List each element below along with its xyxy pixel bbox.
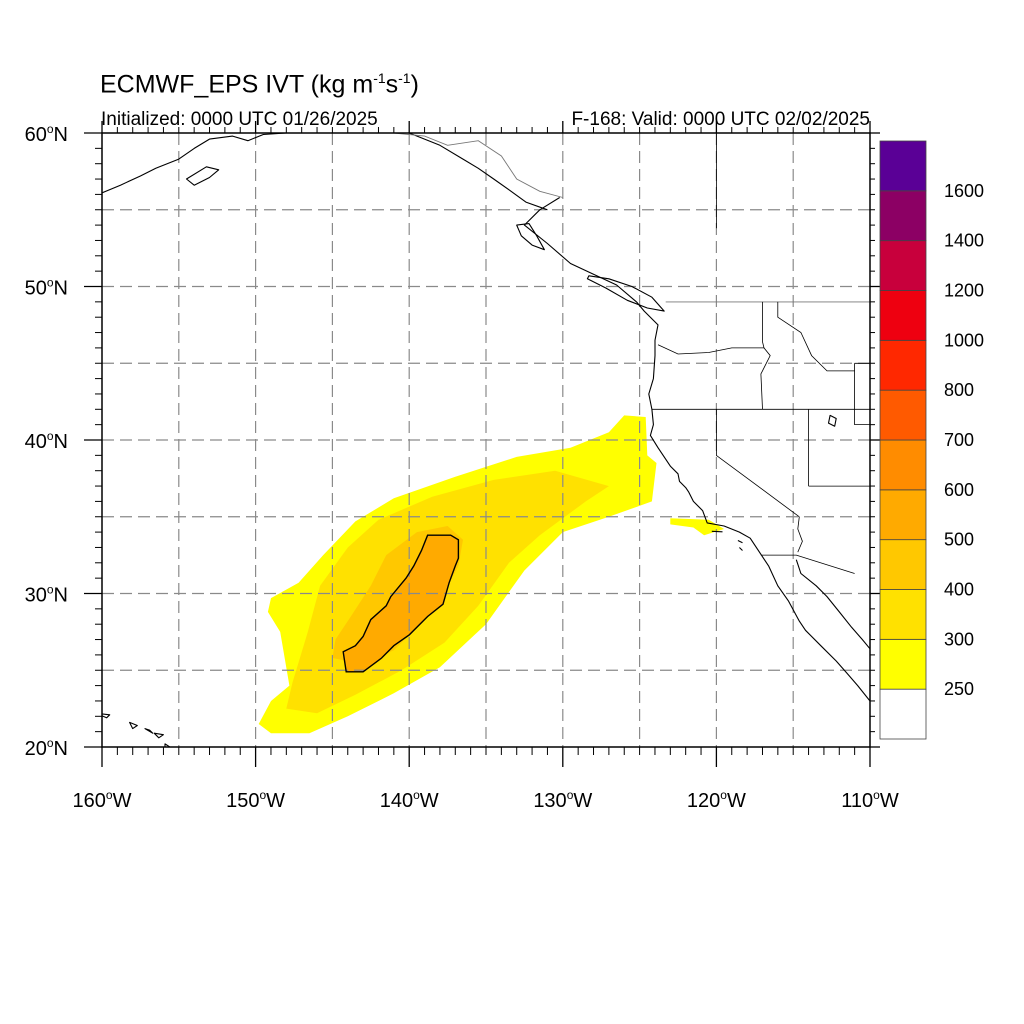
colorbar-label: 700 (944, 430, 974, 450)
colorbar-label: 600 (944, 480, 974, 500)
x-tick-label: 160oW (73, 788, 132, 812)
y-tick-label: 40oN (25, 429, 68, 453)
state-border (854, 362, 870, 426)
y-tick-label: 60oN (25, 122, 68, 146)
initialized-time: Initialized: 0000 UTC 01/26/2025 (101, 109, 378, 130)
colorbar-label: 1200 (944, 281, 984, 301)
state-border (797, 516, 803, 553)
state-border (760, 301, 771, 410)
state-border (777, 301, 855, 372)
colorbar-label: 400 (944, 580, 974, 600)
state-border (657, 344, 764, 355)
colorbar-box (879, 688, 927, 740)
west-coast-line (523, 197, 870, 702)
y-tick-label: 50oN (25, 276, 68, 300)
kodiak-island (185, 166, 220, 186)
graticule (102, 133, 870, 747)
ivt-field (258, 415, 725, 734)
ivt-500-600-area (343, 535, 459, 672)
hawaii-island (144, 728, 154, 734)
x-tick-label: 110oW (841, 788, 899, 812)
hawaii-island (129, 721, 138, 730)
colorbar-box (879, 589, 927, 640)
alaska-coastline (102, 133, 287, 194)
x-tick-label: 130oW (533, 788, 592, 812)
colorbar-box (879, 339, 927, 391)
map-title: ECMWF_EPS IVT (kg m-1s-1) (100, 70, 419, 99)
colorbar-box (879, 389, 927, 441)
colorbar-label: 250 (944, 679, 974, 699)
colorbar-box (879, 190, 927, 242)
colorbar-box (879, 240, 927, 291)
colorbar-box (879, 439, 927, 491)
channel-island (737, 540, 743, 544)
colorbar-box (879, 638, 927, 690)
ivt-contour (342, 534, 460, 673)
y-tick-label: 30oN (25, 583, 68, 607)
x-tick-label: 120oW (687, 788, 746, 812)
colorbar-box (879, 140, 927, 192)
colorbar-label: 1400 (944, 231, 984, 251)
valid-time: F-168: Valid: 0000 UTC 02/02/2025 (571, 109, 870, 130)
hawaii-island (153, 732, 164, 739)
channel-island (739, 547, 743, 551)
axis-ticks: 160oW 150oW 140oW 130oW 120oW 110oW 20oN 30oN 40… (25, 121, 899, 812)
colorbar-label: 500 (944, 530, 974, 550)
coastlines-and-borders (102, 133, 870, 747)
ivt-300-400-area (286, 470, 609, 714)
southeast-alaska-coast (408, 133, 548, 211)
colorbar-box (879, 290, 927, 341)
colorbar-label: 800 (944, 380, 974, 400)
ivt-250-300-area-coastal (670, 518, 725, 536)
colorbar-label: 1000 (944, 330, 984, 350)
channel-island (711, 530, 723, 533)
gulf-of-california-coast (795, 559, 870, 650)
colorbar-box (879, 489, 927, 541)
ivt-500-contour-line (342, 534, 460, 673)
vancouver-island (586, 275, 665, 312)
colorbar-box (879, 539, 927, 590)
state-border (760, 554, 855, 574)
alaska-canada-border (393, 133, 563, 198)
great-salt-lake (827, 414, 837, 427)
y-tick-label: 20oN (25, 736, 68, 760)
colorbar: 250 300 400 500 600 700 800 1000 1200 1400 1600 (879, 140, 984, 740)
hawaii-island (102, 713, 111, 719)
state-border (716, 409, 800, 518)
colorbar-label: 1600 (944, 181, 984, 201)
colorbar-label: 300 (944, 629, 974, 649)
x-tick-label: 150oW (226, 788, 285, 812)
x-tick-label: 140oW (380, 788, 439, 812)
haida-gwaii-island (516, 223, 545, 251)
